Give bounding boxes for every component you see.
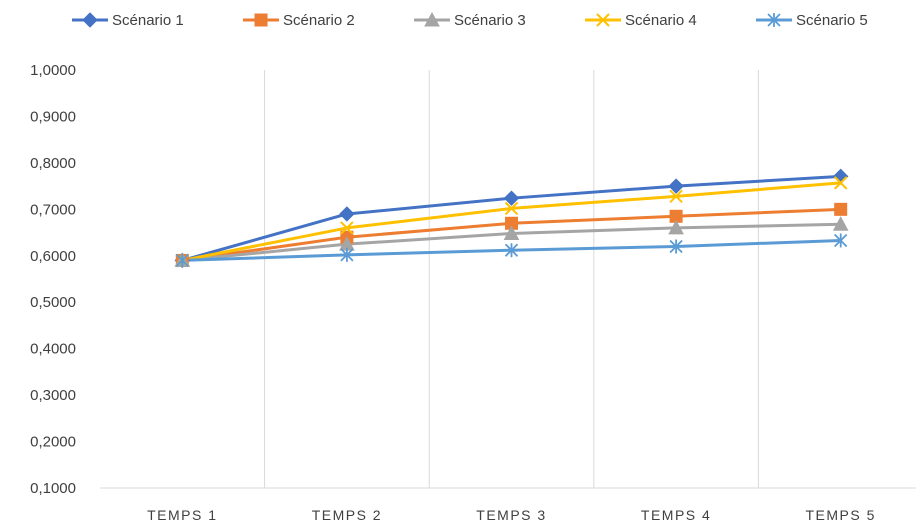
legend: Scénario 1 Scénario 2 Scénario 3 Scénario 4… xyxy=(72,11,868,29)
data-point-marker xyxy=(832,216,849,231)
data-point-marker xyxy=(833,176,848,190)
x-marker-stroke xyxy=(504,201,519,216)
triangle-marker xyxy=(424,11,440,27)
grid xyxy=(264,70,759,488)
x-marker-stroke xyxy=(833,176,848,190)
data-point-marker xyxy=(832,168,849,185)
data-point-marker xyxy=(424,11,440,27)
diamond-marker xyxy=(503,190,520,206)
triangle-marker xyxy=(503,225,520,240)
triangle-marker xyxy=(832,216,849,231)
x-marker-stroke xyxy=(340,221,354,235)
data-point-marker xyxy=(669,239,683,254)
y-tick-label: 1,0000 xyxy=(30,62,76,79)
diamond-marker xyxy=(82,12,98,28)
x-tick-label: TEMPS 1 xyxy=(147,507,217,523)
data-point-marker xyxy=(175,253,189,268)
x-marker-stroke xyxy=(669,189,683,204)
data-point-marker xyxy=(596,13,610,27)
data-point-marker xyxy=(503,190,520,206)
x-tick-label: TEMPS 3 xyxy=(476,507,546,523)
data-point-marker xyxy=(834,202,848,216)
y-tick-label: 0,4000 xyxy=(30,341,76,358)
data-point-marker xyxy=(767,13,781,27)
data-point-marker xyxy=(504,201,519,216)
data-point-marker xyxy=(82,12,98,28)
y-tick-label: 0,3000 xyxy=(30,387,76,404)
legend-item: Scénario 3 xyxy=(414,11,526,29)
y-tick-label: 0,9000 xyxy=(30,108,76,125)
y-tick-label: 0,5000 xyxy=(30,294,76,311)
data-point-marker xyxy=(340,221,354,235)
triangle-marker xyxy=(668,219,684,235)
series-5-points xyxy=(175,233,848,268)
legend-item: Scénario 4 xyxy=(585,12,697,29)
x-marker-stroke xyxy=(596,13,610,27)
legend-label: Scénario 3 xyxy=(454,12,526,29)
y-tick-label: 0,2000 xyxy=(30,434,76,451)
square-marker xyxy=(254,13,268,27)
legend-label: Scénario 4 xyxy=(625,12,697,29)
data-point-marker xyxy=(834,233,848,248)
y-tick-label: 0,6000 xyxy=(30,248,76,265)
x-tick-label: TEMPS 4 xyxy=(641,507,711,523)
legend-item: Scénario 5 xyxy=(756,12,868,29)
axes: 1,0000 0,9000 0,8000 0,7000 0,6000 0,5000 0,40… xyxy=(30,62,916,523)
y-tick-label: 0,8000 xyxy=(30,155,76,172)
diamond-marker xyxy=(832,168,849,185)
legend-label: Scénario 5 xyxy=(796,12,868,29)
legend-label: Scénario 2 xyxy=(283,12,355,29)
diamond-marker xyxy=(339,206,355,222)
y-tick-label: 0,1000 xyxy=(30,480,76,497)
diamond-marker xyxy=(668,178,684,194)
y-tick-label: 0,7000 xyxy=(30,201,76,218)
series-group xyxy=(174,168,849,269)
square-marker xyxy=(834,202,848,216)
legend-item: Scénario 1 xyxy=(72,12,184,29)
x-tick-label: TEMPS 2 xyxy=(312,507,382,523)
data-point-marker xyxy=(254,13,268,27)
data-point-marker xyxy=(503,225,520,240)
legend-item: Scénario 2 xyxy=(243,12,355,29)
data-point-marker xyxy=(669,189,683,204)
x-tick-label: TEMPS 5 xyxy=(805,507,875,523)
data-point-marker xyxy=(668,178,684,194)
data-point-marker xyxy=(339,206,355,222)
legend-label: Scénario 1 xyxy=(112,12,184,29)
data-point-marker xyxy=(668,219,684,235)
data-point-marker xyxy=(504,243,519,258)
data-point-marker xyxy=(340,247,354,262)
